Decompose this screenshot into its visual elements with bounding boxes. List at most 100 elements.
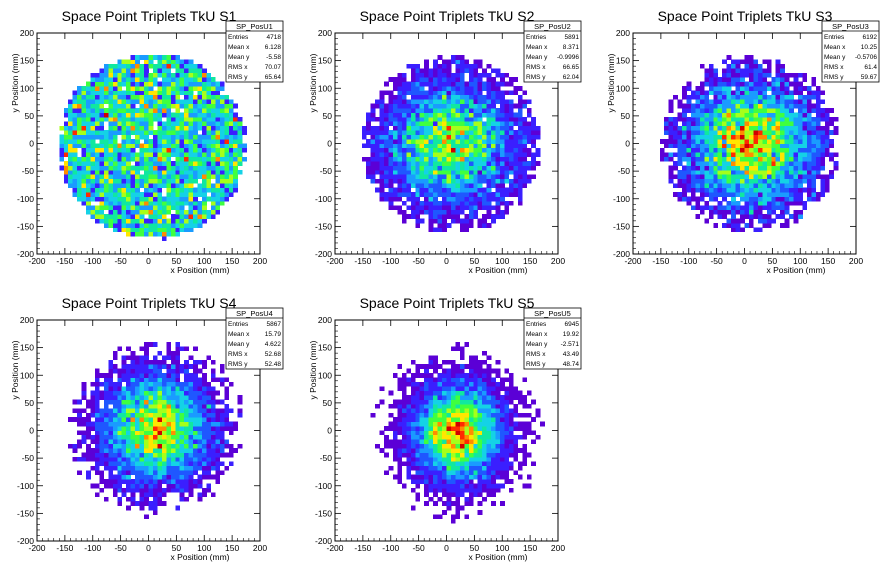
histogram-bin bbox=[397, 113, 402, 118]
histogram-bin bbox=[504, 174, 509, 179]
histogram-bin bbox=[113, 113, 118, 118]
histogram-bin bbox=[424, 188, 429, 193]
histogram-bin bbox=[460, 126, 465, 131]
histogram-bin bbox=[233, 157, 238, 162]
histogram-bin bbox=[384, 108, 389, 113]
histogram-bin bbox=[487, 210, 492, 215]
histogram-bin bbox=[140, 157, 145, 162]
histogram-bin bbox=[99, 444, 104, 449]
histogram-bin bbox=[149, 435, 154, 440]
histogram-bin bbox=[447, 82, 452, 87]
histogram-bin bbox=[389, 157, 394, 162]
histogram-bin bbox=[771, 152, 776, 157]
histogram-bin bbox=[736, 60, 741, 65]
histogram-bin bbox=[487, 126, 492, 131]
histogram-bin bbox=[198, 439, 203, 444]
histogram-bin bbox=[162, 400, 167, 405]
histogram-bin bbox=[825, 188, 830, 193]
histogram-bin bbox=[149, 377, 154, 382]
histogram-bin bbox=[771, 170, 776, 175]
histogram-bin bbox=[460, 197, 465, 202]
histogram-bin bbox=[447, 60, 452, 65]
histogram-bin bbox=[166, 488, 171, 493]
histogram-bin bbox=[469, 157, 474, 162]
histogram-bin bbox=[184, 444, 189, 449]
histogram-bin bbox=[829, 139, 834, 144]
histogram-bin bbox=[108, 422, 113, 427]
histogram-bin bbox=[126, 395, 131, 400]
histogram-bin bbox=[771, 90, 776, 95]
histogram-bin bbox=[415, 139, 420, 144]
histogram-bin bbox=[162, 453, 167, 458]
histogram-bin bbox=[184, 466, 189, 471]
histogram-bin bbox=[802, 99, 807, 104]
histogram-bin bbox=[478, 113, 483, 118]
histogram-bin bbox=[460, 117, 465, 122]
histogram-bin bbox=[713, 139, 718, 144]
histogram-bin bbox=[789, 90, 794, 95]
histogram-bin bbox=[491, 205, 496, 210]
histogram-bin bbox=[99, 144, 104, 149]
histogram-bin bbox=[762, 192, 767, 197]
histogram-bin bbox=[149, 439, 154, 444]
histogram-bin bbox=[86, 448, 91, 453]
histogram-bin bbox=[198, 86, 203, 91]
histogram-bin bbox=[64, 113, 69, 118]
histogram-bin bbox=[789, 95, 794, 100]
histogram-bin bbox=[695, 117, 700, 122]
histogram-bin bbox=[455, 113, 460, 118]
histogram-bin bbox=[175, 121, 180, 126]
histogram-bin bbox=[131, 501, 136, 506]
histogram-bin bbox=[166, 148, 171, 153]
histogram-bin bbox=[731, 179, 736, 184]
histogram-bin bbox=[695, 170, 700, 175]
histogram-bin bbox=[731, 73, 736, 78]
histogram-bin bbox=[153, 130, 158, 135]
histogram-bin bbox=[157, 439, 162, 444]
histogram-bin bbox=[393, 170, 398, 175]
histogram-bin bbox=[749, 104, 754, 109]
histogram-bin bbox=[86, 157, 91, 162]
histogram-bin bbox=[193, 73, 198, 78]
histogram-bin bbox=[95, 205, 100, 210]
histogram-bin bbox=[108, 386, 113, 391]
histogram-bin bbox=[682, 152, 687, 157]
histogram-bin bbox=[77, 95, 82, 100]
histogram-bin bbox=[140, 192, 145, 197]
histogram-bin bbox=[771, 108, 776, 113]
histogram-bin bbox=[816, 174, 821, 179]
histogram-bin bbox=[126, 197, 131, 202]
histogram-bin bbox=[762, 170, 767, 175]
histogram-bin bbox=[82, 435, 87, 440]
histogram-bin bbox=[393, 144, 398, 149]
histogram-bin bbox=[722, 174, 727, 179]
histogram-bin bbox=[215, 108, 220, 113]
histogram-bin bbox=[420, 157, 425, 162]
histogram-bin bbox=[473, 161, 478, 166]
histogram-bin bbox=[415, 104, 420, 109]
histogram-bin bbox=[420, 192, 425, 197]
histogram-bin bbox=[140, 355, 145, 360]
histogram-bin bbox=[482, 135, 487, 140]
histogram-bin bbox=[380, 144, 385, 149]
histogram-bin bbox=[135, 86, 140, 91]
histogram-bin bbox=[393, 152, 398, 157]
histogram-bin bbox=[184, 73, 189, 78]
histogram-bin bbox=[153, 139, 158, 144]
histogram-bin bbox=[406, 86, 411, 91]
histogram-bin bbox=[157, 108, 162, 113]
histogram-bin bbox=[171, 73, 176, 78]
histogram-bin bbox=[745, 117, 750, 122]
histogram-bin bbox=[140, 453, 145, 458]
histogram-bin bbox=[424, 73, 429, 78]
histogram-bin bbox=[117, 179, 122, 184]
histogram-bin bbox=[104, 400, 109, 405]
histogram-bin bbox=[780, 223, 785, 228]
histogram-bin bbox=[420, 82, 425, 87]
histogram-bin bbox=[131, 99, 136, 104]
histogram-bin bbox=[464, 68, 469, 73]
histogram-bin bbox=[104, 497, 109, 502]
histogram-bin bbox=[135, 73, 140, 78]
histogram-bin bbox=[380, 104, 385, 109]
histogram-bin bbox=[753, 214, 758, 219]
